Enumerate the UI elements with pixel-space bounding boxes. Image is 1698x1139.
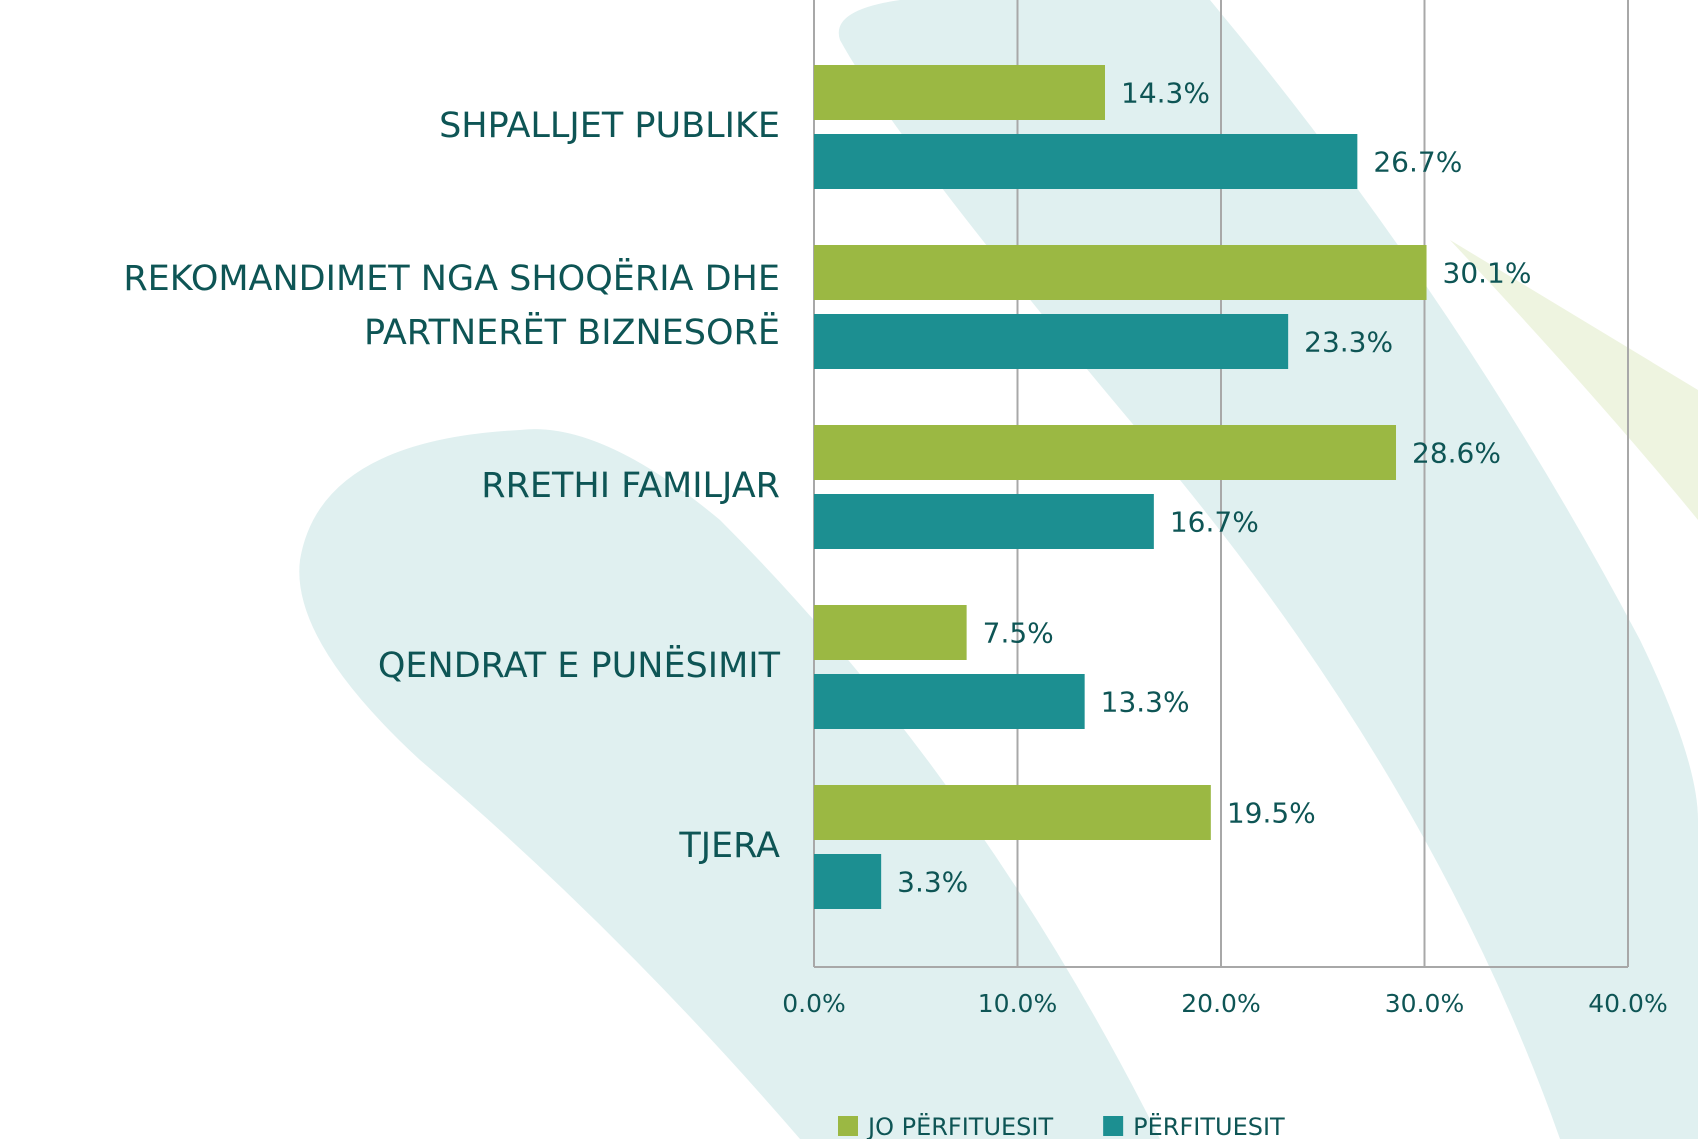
bar bbox=[814, 314, 1289, 369]
legend-label: PËRFITUESIT bbox=[1133, 1112, 1285, 1139]
value-label: 19.5% bbox=[1227, 797, 1316, 830]
bar bbox=[814, 245, 1427, 300]
x-tick-label: 10.0% bbox=[978, 989, 1057, 1018]
legend-label: JO PËRFITUESIT bbox=[866, 1112, 1053, 1139]
value-label: 16.7% bbox=[1170, 506, 1259, 539]
legend-swatch bbox=[838, 1116, 858, 1136]
bar bbox=[814, 494, 1154, 549]
legend: JO PËRFITUESIT PËRFITUESIT bbox=[838, 1112, 1285, 1139]
value-label: 28.6% bbox=[1412, 437, 1501, 470]
bar bbox=[814, 854, 882, 909]
x-tick-label: 40.0% bbox=[1588, 989, 1667, 1018]
category-label: TJERA bbox=[678, 826, 780, 866]
bar bbox=[814, 65, 1106, 120]
bar bbox=[814, 674, 1085, 729]
legend-swatch bbox=[1103, 1116, 1124, 1136]
x-tick-label: 30.0% bbox=[1385, 989, 1464, 1018]
x-tick-label: 0.0% bbox=[782, 989, 846, 1018]
value-label: 13.3% bbox=[1101, 686, 1190, 719]
bar bbox=[814, 605, 967, 660]
x-tick-label: 20.0% bbox=[1181, 989, 1260, 1018]
category-label: SHPALLJET PUBLIKE bbox=[439, 106, 780, 146]
value-label: 26.7% bbox=[1373, 146, 1462, 179]
bar bbox=[814, 425, 1397, 480]
bar bbox=[814, 134, 1358, 189]
category-label: RRETHI FAMILJAR bbox=[481, 466, 780, 506]
value-label: 30.1% bbox=[1443, 257, 1532, 290]
category-label: QENDRAT E PUNËSIMIT bbox=[378, 644, 781, 686]
value-label: 3.3% bbox=[897, 866, 968, 899]
plot-area: 0.0% 10.0% 20.0% 30.0% 40.0% SHPALLJET PUBLIK… bbox=[123, 0, 1668, 1018]
value-label: 7.5% bbox=[983, 617, 1054, 650]
value-label: 23.3% bbox=[1304, 326, 1393, 359]
value-label: 14.3% bbox=[1121, 77, 1210, 110]
bar bbox=[814, 785, 1211, 840]
category-label: REKOMANDIMET NGA SHOQËRIA DHE PARTNERËT B… bbox=[123, 257, 780, 353]
